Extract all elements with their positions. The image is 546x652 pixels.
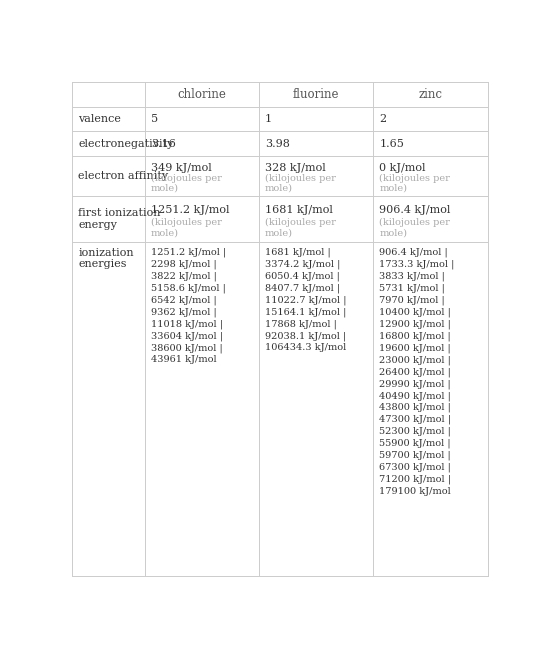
Text: 3.98: 3.98 <box>265 139 290 149</box>
Text: zinc: zinc <box>418 88 442 101</box>
Text: (kilojoules per
mole): (kilojoules per mole) <box>265 218 336 237</box>
Text: (kilojoules per
mole): (kilojoules per mole) <box>379 173 450 193</box>
Text: valence: valence <box>78 114 121 124</box>
Text: (kilojoules per
mole): (kilojoules per mole) <box>151 218 222 237</box>
Text: first ionization
energy: first ionization energy <box>78 209 161 230</box>
Text: 0 kJ/mol: 0 kJ/mol <box>379 163 426 173</box>
Text: (kilojoules per
mole): (kilojoules per mole) <box>151 173 222 193</box>
Text: ionization
energies: ionization energies <box>78 248 134 269</box>
Text: electron affinity: electron affinity <box>78 171 169 181</box>
Text: 1.65: 1.65 <box>379 139 404 149</box>
Text: (kilojoules per
mole): (kilojoules per mole) <box>265 173 336 193</box>
Text: 1251.2 kJ/mol |
2298 kJ/mol |
3822 kJ/mol |
5158.6 kJ/mol |
6542 kJ/mol |
9362 k: 1251.2 kJ/mol | 2298 kJ/mol | 3822 kJ/mo… <box>151 248 226 364</box>
Text: 906.4 kJ/mol |
1733.3 kJ/mol |
3833 kJ/mol |
5731 kJ/mol |
7970 kJ/mol |
10400 k: 906.4 kJ/mol | 1733.3 kJ/mol | 3833 kJ/m… <box>379 248 455 496</box>
Text: 5: 5 <box>151 114 158 124</box>
Text: 1251.2 kJ/mol: 1251.2 kJ/mol <box>151 205 229 215</box>
Text: 3.16: 3.16 <box>151 139 176 149</box>
Text: 1681 kJ/mol |
3374.2 kJ/mol |
6050.4 kJ/mol |
8407.7 kJ/mol |
11022.7 kJ/mol |
1: 1681 kJ/mol | 3374.2 kJ/mol | 6050.4 kJ/… <box>265 248 347 352</box>
Text: 328 kJ/mol: 328 kJ/mol <box>265 163 326 173</box>
Text: 1: 1 <box>265 114 272 124</box>
Text: chlorine: chlorine <box>177 88 226 101</box>
Text: electronegativity: electronegativity <box>78 139 174 149</box>
Text: 906.4 kJ/mol: 906.4 kJ/mol <box>379 205 451 215</box>
Text: 349 kJ/mol: 349 kJ/mol <box>151 163 211 173</box>
Text: fluorine: fluorine <box>293 88 339 101</box>
Text: (kilojoules per
mole): (kilojoules per mole) <box>379 218 450 237</box>
Text: 2: 2 <box>379 114 387 124</box>
Text: 1681 kJ/mol: 1681 kJ/mol <box>265 205 333 215</box>
